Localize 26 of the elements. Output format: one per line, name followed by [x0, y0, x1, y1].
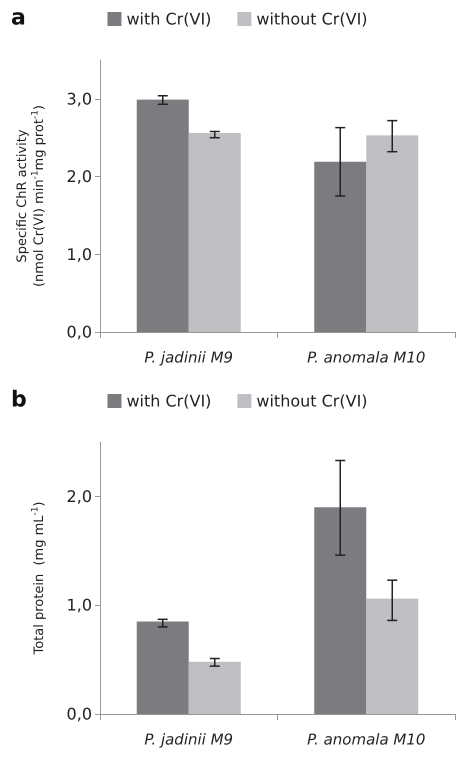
legend-label: with Cr(VI): [126, 10, 212, 28]
chart-title: a: [11, 6, 26, 30]
x-tick-label: P. anomala M10: [307, 730, 426, 748]
x-tick-label: P. anomala M10: [307, 348, 426, 366]
y-tick-label: 0,0: [66, 322, 92, 342]
bar: [136, 100, 189, 332]
y-tick-label: 0,0: [66, 704, 92, 724]
bar: [366, 135, 418, 332]
y-tick-label: 3,0: [66, 89, 92, 108]
legend-label: with Cr(VI): [126, 392, 212, 410]
y-tick-label: 1,0: [66, 244, 92, 264]
y-tick-label: 1,0: [66, 596, 92, 615]
bar: [188, 133, 241, 332]
y-axis-title: Total protein (mg mL-1): [30, 501, 47, 656]
x-tick-label: P. jadinii M9: [144, 348, 234, 366]
x-tick-label: P. jadinii M9: [144, 730, 234, 748]
chart-title: b: [11, 388, 27, 412]
legend-label: without Cr(VI): [256, 392, 368, 410]
bar: [366, 598, 418, 714]
y-tick-label: 2,0: [66, 486, 92, 506]
bar: [314, 162, 366, 332]
bar: [314, 507, 366, 714]
bar: [188, 662, 241, 714]
y-tick-label: 2,0: [66, 167, 92, 186]
bar: [136, 622, 189, 714]
legend-label: without Cr(VI): [256, 10, 368, 28]
